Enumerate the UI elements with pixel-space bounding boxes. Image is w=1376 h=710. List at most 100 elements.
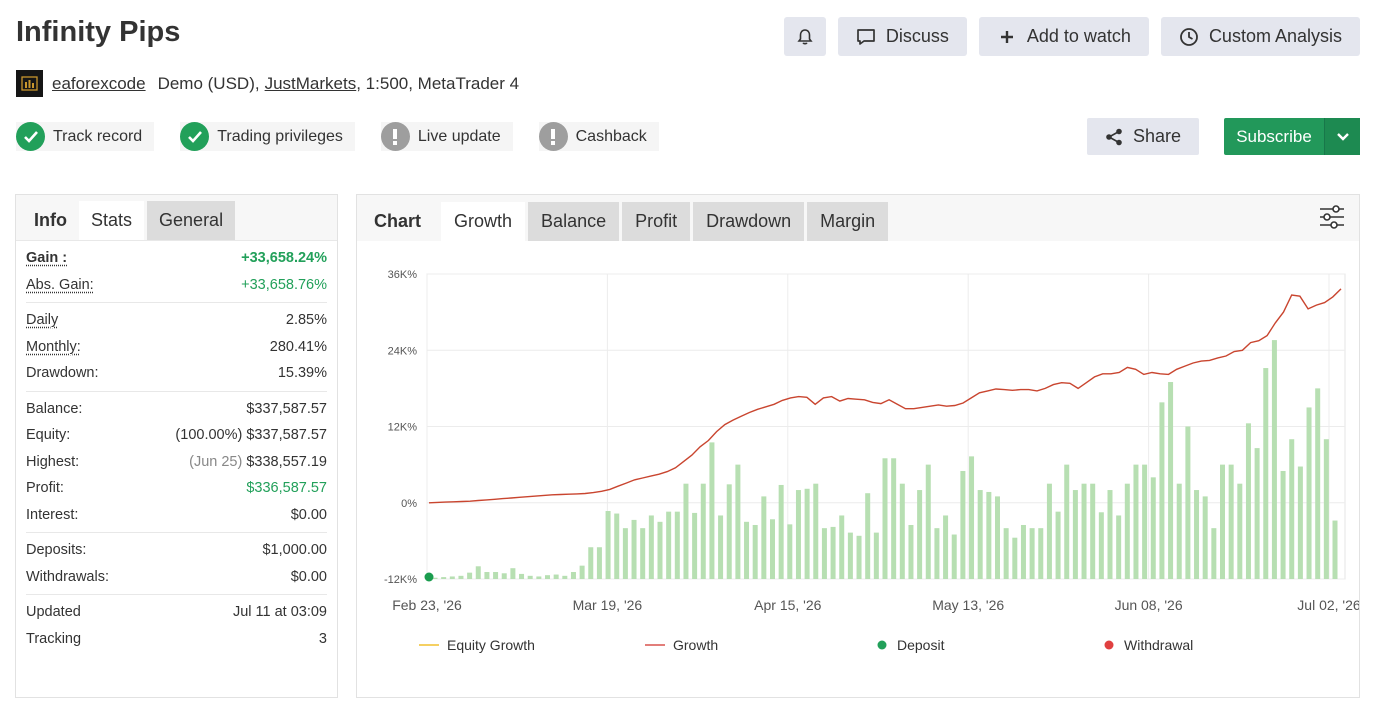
tracking-row: Tracking 3 — [26, 626, 327, 653]
updated-row: Updated Jul 11 at 03:09 — [26, 599, 327, 626]
deposits-row: Deposits: $1,000.00 — [26, 537, 327, 564]
tab-drawdown[interactable]: Drawdown — [693, 202, 805, 241]
gain-label[interactable]: Gain : — [26, 250, 68, 267]
growth-bar — [899, 483, 905, 579]
growth-bar — [1315, 388, 1321, 579]
badge-label: Live update — [417, 127, 501, 145]
updated-label: Updated — [26, 604, 81, 621]
tab-balance[interactable]: Balance — [528, 202, 620, 241]
growth-bar — [709, 442, 715, 579]
growth-bar — [640, 528, 646, 579]
page-title: Infinity Pips — [16, 16, 181, 48]
growth-bar — [925, 464, 931, 579]
growth-bar — [475, 566, 481, 579]
tab-chart[interactable]: Chart — [374, 211, 422, 231]
check-icon — [16, 122, 45, 151]
info-panel: Info Stats General Gain : +33,658.24% Ab… — [15, 194, 338, 698]
growth-bar — [588, 547, 594, 579]
badge-cashback[interactable]: Cashback — [538, 122, 659, 151]
tab-growth[interactable]: Growth — [441, 202, 526, 241]
growth-bar — [1332, 520, 1338, 579]
chart-tabs: Chart Growth Balance Profit Drawdown Mar… — [357, 195, 1359, 241]
growth-bar — [631, 519, 637, 579]
growth-bar — [778, 484, 784, 579]
notify-button[interactable] — [783, 17, 826, 56]
growth-bar — [614, 513, 620, 579]
growth-bar — [830, 526, 836, 579]
owner-link[interactable]: eaforexcode — [52, 73, 146, 93]
growth-bar — [1271, 340, 1277, 579]
discuss-button[interactable]: Discuss — [837, 17, 967, 56]
growth-bar — [1159, 402, 1165, 579]
growth-bar — [510, 568, 516, 579]
balance-label: Balance: — [26, 400, 83, 417]
growth-bar — [519, 573, 525, 579]
highest-value: $338,557.19 — [246, 453, 327, 470]
growth-bar — [986, 491, 992, 579]
growth-bar — [666, 511, 672, 579]
growth-bar — [1090, 483, 1096, 579]
growth-chart[interactable]: 36K% 24K% 12K% 0% -12K% Feb 23, '26 Mar 19, '2… — [357, 241, 1359, 697]
account-type: Demo (USD), — [157, 73, 260, 93]
monthly-label[interactable]: Monthly: — [26, 338, 81, 355]
growth-bar — [960, 470, 966, 579]
subscribe-label[interactable]: Subscribe — [1236, 126, 1312, 146]
broker-link[interactable]: JustMarkets — [264, 73, 357, 93]
badge-trading-privileges[interactable]: Trading privileges — [180, 122, 355, 151]
y-tick-label: 12K% — [388, 422, 418, 434]
tab-stats[interactable]: Stats — [79, 201, 145, 240]
badge-live-update[interactable]: Live update — [380, 122, 513, 151]
add-to-watch-button[interactable]: Add to watch — [978, 17, 1149, 56]
growth-bar — [674, 511, 680, 579]
abs-gain-label[interactable]: Abs. Gain: — [26, 276, 94, 293]
badge-track-record[interactable]: Track record — [16, 122, 155, 151]
growth-bar — [1029, 528, 1035, 579]
avatar[interactable] — [16, 70, 43, 97]
tab-profit[interactable]: Profit — [622, 202, 691, 241]
growth-bar — [882, 458, 888, 579]
growth-bar — [570, 572, 576, 579]
chevron-down-icon[interactable] — [1324, 118, 1360, 155]
growth-bar — [813, 483, 819, 579]
growth-bar — [1038, 528, 1044, 579]
equity-pct: (100.00%) — [175, 427, 243, 444]
growth-bar — [787, 524, 793, 579]
tab-margin[interactable]: Margin — [807, 202, 889, 241]
custom-analysis-button[interactable]: Custom Analysis — [1160, 17, 1360, 56]
growth-bar — [596, 547, 602, 579]
chart-panel: Chart Growth Balance Profit Drawdown Mar… — [356, 194, 1360, 698]
y-tick-label: -12K% — [384, 574, 417, 586]
growth-bar — [1289, 439, 1295, 579]
tracking-label: Tracking — [26, 630, 82, 647]
custom-analysis-label: Custom Analysis — [1208, 26, 1342, 46]
daily-label[interactable]: Daily — [26, 312, 59, 329]
growth-bar — [527, 575, 533, 579]
equity-row: Equity: (100.00%) $337,587.57 — [26, 422, 327, 449]
growth-bar — [1211, 528, 1217, 579]
subscribe-button[interactable]: Subscribe — [1224, 118, 1360, 155]
growth-bar — [1176, 483, 1182, 579]
growth-bar — [821, 528, 827, 579]
deposits-label: Deposits: — [26, 542, 87, 559]
growth-bar — [1254, 448, 1260, 579]
tab-info[interactable]: Info — [34, 210, 67, 230]
drawdown-row: Drawdown: 15.39% — [26, 360, 327, 387]
growth-bar — [1168, 382, 1174, 579]
growth-bar — [458, 575, 464, 579]
growth-bar — [501, 573, 507, 579]
growth-bar — [934, 528, 940, 579]
tab-general[interactable]: General — [147, 201, 236, 240]
growth-bar — [1202, 496, 1208, 579]
growth-bar — [1012, 537, 1018, 579]
highest-row: Highest: (Jun 25) $338,557.19 — [26, 449, 327, 476]
share-button[interactable]: Share — [1087, 118, 1199, 155]
growth-bar — [865, 493, 871, 579]
clock-icon — [1179, 27, 1199, 47]
growth-bar — [622, 528, 628, 579]
legend-swatch — [877, 640, 887, 650]
sliders-icon[interactable] — [1319, 205, 1345, 234]
growth-bar — [839, 515, 845, 579]
growth-bar — [657, 521, 663, 579]
x-tick-label: Jun 08, '26 — [1115, 597, 1183, 613]
growth-bar — [1081, 483, 1087, 579]
